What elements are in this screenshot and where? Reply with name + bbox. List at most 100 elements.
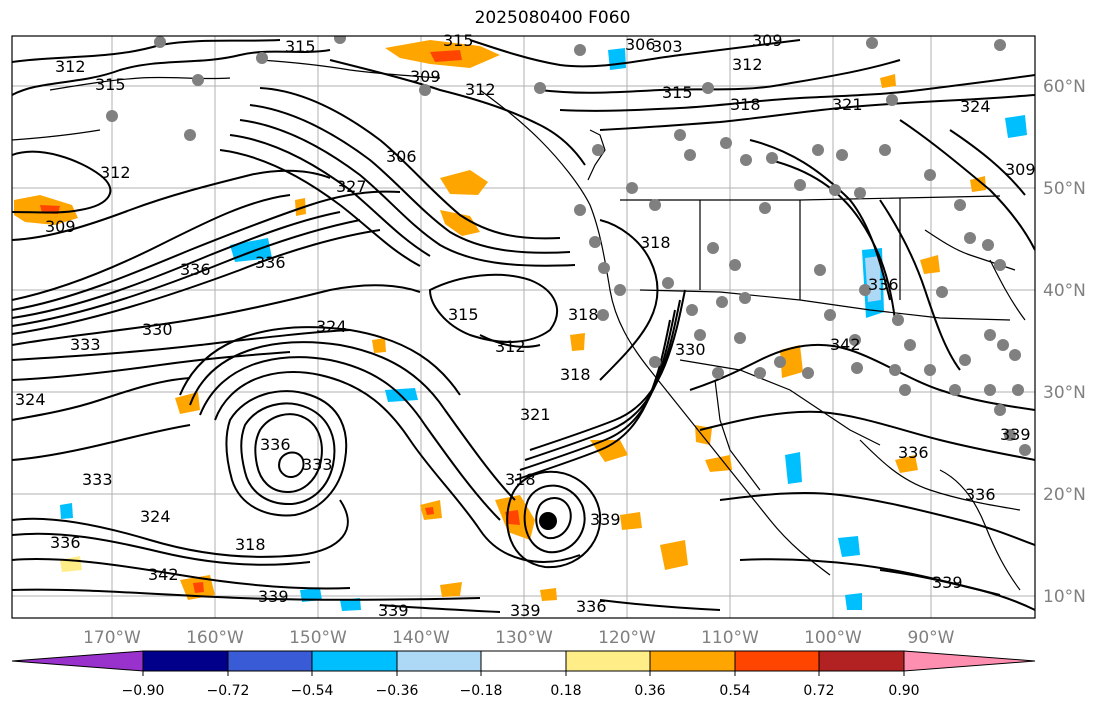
colorbar-label: 0.72: [803, 683, 834, 699]
contour-label: 336: [898, 443, 929, 462]
contour-label: 336: [180, 260, 211, 279]
lon-label: 110°W: [701, 628, 759, 648]
contour-label: 336: [868, 275, 899, 294]
storm-center-marker: [539, 512, 557, 530]
contour-label: 336: [260, 435, 291, 454]
colorbar-segment: [311, 650, 398, 672]
contour-label: 339: [590, 510, 621, 529]
contour-label: 330: [675, 340, 706, 359]
contour-label: 336: [255, 253, 286, 272]
contour-label: 315: [443, 31, 474, 50]
contour-label: 321: [520, 405, 551, 424]
colorbar-label: −0.72: [207, 683, 250, 699]
contour-label: 339: [258, 587, 289, 606]
colorbar-segment: [396, 650, 482, 672]
contour-label: 324: [140, 507, 171, 526]
contour-label: 312: [100, 163, 131, 182]
contour-label: 339: [510, 601, 541, 620]
lon-label: 90°W: [908, 628, 955, 648]
contour-label: 318: [560, 365, 591, 384]
map-title: 2025080400 F060: [474, 8, 631, 28]
lon-label: 100°W: [804, 628, 862, 648]
contour-label: 318: [730, 95, 761, 114]
lon-label: 120°W: [598, 628, 656, 648]
contour-label: 321: [832, 95, 863, 114]
contour-label: 315: [95, 75, 126, 94]
lon-label: 150°W: [289, 628, 347, 648]
contour-label: 318: [235, 535, 266, 554]
contour-label: 312: [495, 337, 526, 356]
contour-label: 324: [960, 97, 991, 116]
contour-label: 303: [652, 37, 683, 56]
lon-label: 170°W: [83, 628, 141, 648]
contour-label: 336: [576, 597, 607, 616]
contour-label: 333: [70, 335, 101, 354]
colorbar-segment: [649, 650, 736, 672]
colorbar-segment: [565, 650, 651, 672]
map-content: [12, 36, 1035, 618]
contour-label: 318: [568, 305, 599, 324]
contour-label: 336: [965, 485, 996, 504]
colorbar-label: 0.36: [634, 683, 665, 699]
lat-label: 60°N: [1043, 77, 1086, 97]
contour-label: 342: [830, 335, 861, 354]
contour-label: 306: [386, 147, 417, 166]
colorbar-label: 0.18: [550, 683, 581, 699]
colorbar-segment: [734, 650, 820, 672]
contour-label: 327: [336, 177, 367, 196]
colorbar-label: −0.54: [291, 683, 334, 699]
colorbar-label: −0.18: [460, 683, 503, 699]
colorbar-ticks: [142, 671, 905, 676]
contour-label: 309: [1005, 160, 1036, 179]
contour-label: 309: [45, 217, 76, 236]
contour-label: 315: [662, 83, 693, 102]
colorbar-segment: [11, 650, 144, 672]
height-contours: [12, 39, 1035, 613]
colorbar-label: −0.90: [122, 683, 165, 699]
colorbar-label: 0.90: [888, 683, 919, 699]
station-markers: [106, 36, 1031, 456]
contour-label: 333: [302, 455, 333, 474]
lon-label: 160°W: [186, 628, 244, 648]
coastlines: [12, 59, 1026, 591]
latitude-labels: 60°N 50°N 40°N 30°N 20°N 10°N: [1043, 77, 1086, 607]
contour-label: 312: [465, 80, 496, 99]
lat-label: 40°N: [1043, 281, 1086, 301]
contour-label: 312: [732, 55, 763, 74]
contour-label: 315: [448, 305, 479, 324]
colorbar-segment: [480, 650, 567, 672]
contour-label: 312: [55, 57, 86, 76]
colorbar-labels: −0.90 −0.72 −0.54 −0.36 −0.18 0.18 0.36 …: [122, 683, 920, 699]
map-frame: [11, 35, 1036, 619]
contour-label: 315: [285, 37, 316, 56]
contour-label: 309: [410, 67, 441, 86]
contour-label: 318: [640, 233, 671, 252]
contour-label: 336: [50, 533, 81, 552]
lon-label: 140°W: [392, 628, 450, 648]
longitude-labels: 170°W 160°W 150°W 140°W 130°W 120°W 110°…: [83, 628, 955, 648]
contour-label: 339: [932, 573, 963, 592]
colorbar-label: 0.54: [719, 683, 750, 699]
lat-label: 20°N: [1043, 485, 1086, 505]
lat-label: 50°N: [1043, 179, 1086, 199]
colorbar-segment: [903, 650, 1036, 672]
contour-label: 333: [82, 470, 113, 489]
contour-label: 324: [15, 390, 46, 409]
lon-label: 130°W: [495, 628, 553, 648]
contour-label: 306: [625, 35, 656, 54]
contour-label: 330: [142, 320, 173, 339]
contour-labels: 312 315 315 309 312 315 306 303 309 312 …: [15, 31, 1036, 620]
graticule: [12, 36, 1035, 618]
colorbar: [11, 650, 1036, 672]
contour-label: 342: [148, 565, 179, 584]
contour-label: 339: [1000, 425, 1031, 444]
contour-label: 339: [378, 601, 409, 620]
contour-label: 309: [752, 31, 783, 50]
lat-label: 10°N: [1043, 587, 1086, 607]
contour-label: 318: [505, 470, 536, 489]
colorbar-segment: [227, 650, 313, 672]
colorbar-segment: [142, 650, 229, 672]
lat-label: 30°N: [1043, 383, 1086, 403]
contour-label: 324: [316, 317, 347, 336]
